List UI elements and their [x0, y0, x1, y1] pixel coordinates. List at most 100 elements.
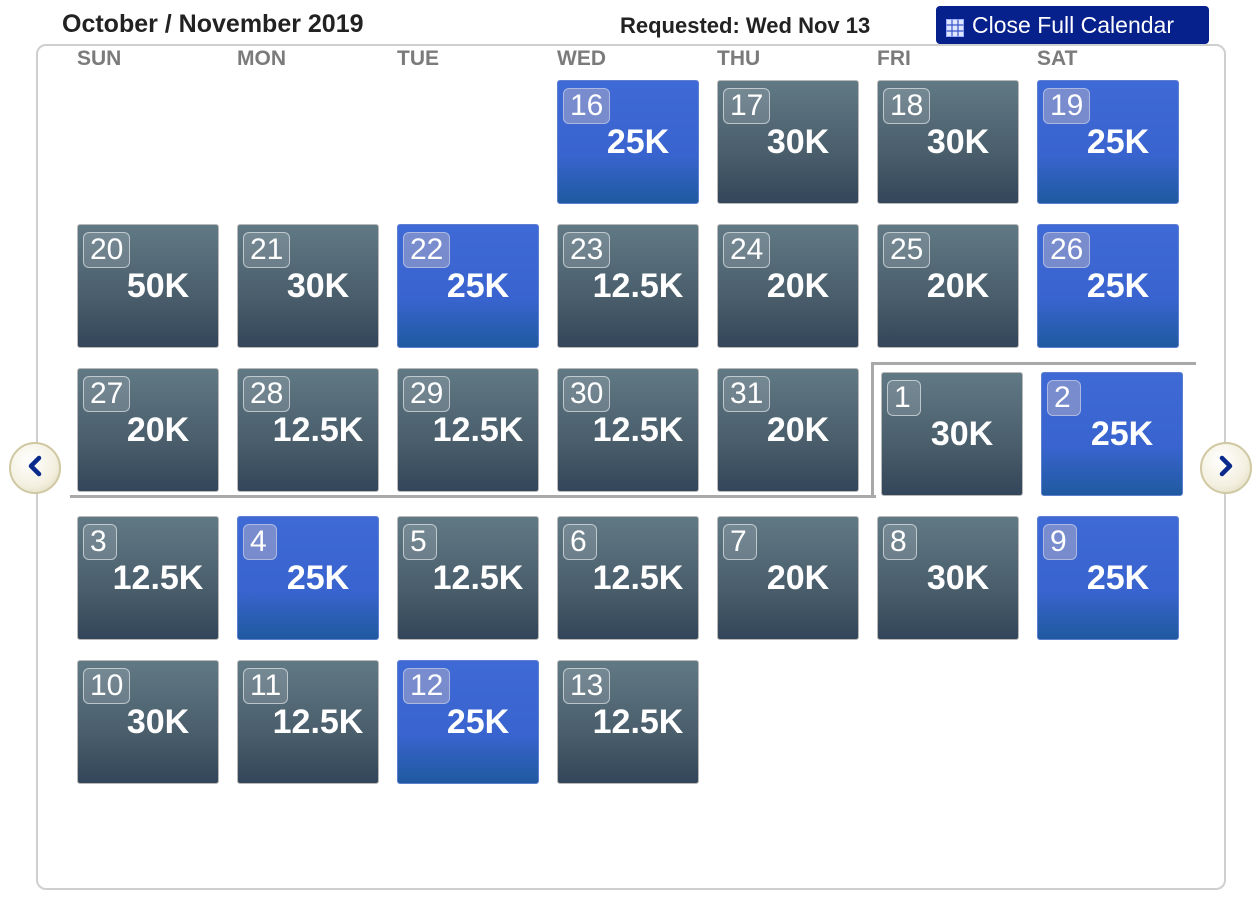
day-price: 12.5K	[432, 411, 524, 449]
month-divider	[871, 362, 1196, 365]
day-number: 4	[243, 524, 277, 560]
day-number: 20	[83, 232, 131, 268]
day-cell[interactable]: 3 12.5K	[77, 516, 219, 640]
day-cell[interactable]: 25 20K	[877, 224, 1019, 348]
day-cell[interactable]: 16 25K	[557, 80, 699, 204]
day-cell[interactable]: 27 20K	[77, 368, 219, 492]
day-price: 25K	[1086, 267, 1150, 305]
day-number: 3	[83, 524, 117, 560]
day-cell[interactable]: 28 12.5K	[237, 368, 379, 492]
day-price: 30K	[766, 123, 830, 161]
close-full-calendar-button[interactable]: Close Full Calendar	[936, 6, 1209, 44]
close-full-calendar-label: Close Full Calendar	[972, 11, 1174, 38]
weekday-header-wed: WED	[557, 47, 606, 70]
day-cell[interactable]: 1 30K	[881, 372, 1023, 496]
calendar-title: October / November 2019	[62, 10, 364, 38]
day-cell[interactable]: 26 25K	[1037, 224, 1179, 348]
day-cell[interactable]: 20 50K	[77, 224, 219, 348]
day-cell[interactable]: 11 12.5K	[237, 660, 379, 784]
day-number: 23	[563, 232, 611, 268]
day-number: 11	[243, 668, 289, 704]
chevron-right-icon	[1216, 455, 1236, 482]
day-cell[interactable]: 10 30K	[77, 660, 219, 784]
day-cell[interactable]: 5 12.5K	[397, 516, 539, 640]
day-cell[interactable]: 9 25K	[1037, 516, 1179, 640]
day-number: 7	[723, 524, 757, 560]
day-number: 22	[403, 232, 451, 268]
day-cell[interactable]: 17 30K	[717, 80, 859, 204]
requested-date: Requested: Wed Nov 13	[620, 13, 871, 38]
day-cell[interactable]: 7 20K	[717, 516, 859, 640]
day-price: 30K	[930, 415, 994, 453]
day-number: 21	[243, 232, 291, 268]
day-price: 30K	[286, 267, 350, 305]
day-number: 12	[403, 668, 451, 704]
day-price: 30K	[926, 123, 990, 161]
day-number: 6	[563, 524, 597, 560]
day-price: 20K	[766, 559, 830, 597]
day-number: 17	[723, 88, 771, 124]
day-price: 12.5K	[272, 411, 364, 449]
weekday-header-thu: THU	[717, 47, 761, 70]
day-price: 25K	[1086, 559, 1150, 597]
weekday-header-mon: MON	[237, 47, 286, 70]
day-number: 19	[1043, 88, 1091, 124]
day-price: 25K	[446, 267, 510, 305]
day-price: 12.5K	[592, 267, 684, 305]
day-number: 18	[883, 88, 931, 124]
day-cell[interactable]: 22 25K	[397, 224, 539, 348]
day-price: 12.5K	[592, 703, 684, 741]
day-cell[interactable]: 13 12.5K	[557, 660, 699, 784]
calendar-grid-icon	[946, 16, 964, 37]
day-number: 30	[563, 376, 611, 412]
day-cell[interactable]: 31 20K	[717, 368, 859, 492]
day-number: 26	[1043, 232, 1091, 268]
day-price: 12.5K	[112, 559, 204, 597]
day-number: 29	[403, 376, 451, 412]
weekday-header-sun: SUN	[77, 47, 122, 70]
day-cell[interactable]: 12 25K	[397, 660, 539, 784]
day-number: 27	[83, 376, 131, 412]
day-number: 5	[403, 524, 437, 560]
day-cell[interactable]: 4 25K	[237, 516, 379, 640]
day-price: 20K	[766, 411, 830, 449]
day-price: 12.5K	[592, 559, 684, 597]
day-price: 30K	[126, 703, 190, 741]
day-price: 25K	[606, 123, 670, 161]
weekday-header-fri: FRI	[877, 47, 911, 70]
day-number: 16	[563, 88, 611, 124]
day-price: 20K	[926, 267, 990, 305]
prev-month-button[interactable]	[9, 442, 61, 494]
day-number: 31	[723, 376, 771, 412]
month-divider	[871, 362, 874, 498]
day-price: 50K	[126, 267, 190, 305]
month-divider	[70, 495, 876, 498]
day-price: 30K	[926, 559, 990, 597]
weekday-header-tue: TUE	[397, 47, 439, 70]
day-number: 13	[563, 668, 611, 704]
day-number: 2	[1047, 380, 1081, 416]
day-cell[interactable]: 19 25K	[1037, 80, 1179, 204]
day-cell[interactable]: 23 12.5K	[557, 224, 699, 348]
day-cell[interactable]: 30 12.5K	[557, 368, 699, 492]
day-number: 24	[723, 232, 771, 268]
day-number: 9	[1043, 524, 1077, 560]
chevron-left-icon	[25, 455, 45, 482]
weekday-header-sat: SAT	[1037, 47, 1078, 70]
day-number: 25	[883, 232, 931, 268]
day-number: 8	[883, 524, 917, 560]
day-price: 12.5K	[592, 411, 684, 449]
day-price: 25K	[1086, 123, 1150, 161]
day-cell[interactable]: 24 20K	[717, 224, 859, 348]
day-cell[interactable]: 6 12.5K	[557, 516, 699, 640]
day-price: 25K	[446, 703, 510, 741]
day-cell[interactable]: 18 30K	[877, 80, 1019, 204]
day-number: 1	[887, 380, 921, 416]
day-number: 28	[243, 376, 291, 412]
day-price: 20K	[126, 411, 190, 449]
day-cell[interactable]: 21 30K	[237, 224, 379, 348]
day-cell[interactable]: 29 12.5K	[397, 368, 539, 492]
day-cell[interactable]: 8 30K	[877, 516, 1019, 640]
day-cell[interactable]: 2 25K	[1041, 372, 1183, 496]
next-month-button[interactable]	[1200, 442, 1252, 494]
